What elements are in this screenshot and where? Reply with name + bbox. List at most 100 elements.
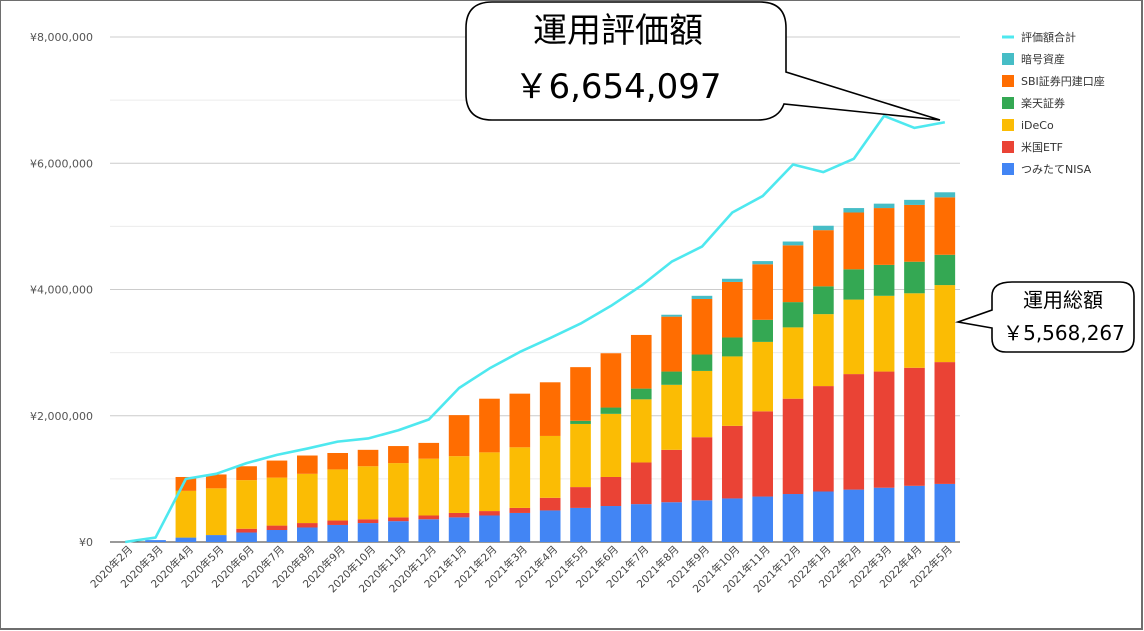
bar-segment — [904, 485, 925, 542]
bar-segment — [357, 466, 379, 520]
bar-segment — [600, 476, 622, 507]
bar-segment — [509, 512, 531, 542]
bar-segment — [722, 337, 743, 357]
legend-label: つみたてNISA — [1021, 163, 1092, 176]
bar-segment — [752, 341, 773, 412]
bar-segment — [630, 504, 652, 542]
legend-item: SBI証券円建口座 — [1002, 74, 1105, 88]
bar-segment — [661, 449, 682, 503]
legend-swatch — [1002, 75, 1014, 87]
bar-segment — [388, 446, 409, 464]
bar-segment — [418, 519, 440, 542]
bar-segment — [388, 517, 409, 522]
bar-segment — [327, 524, 348, 542]
bar-segment — [934, 192, 956, 198]
legend-swatch — [1002, 163, 1014, 175]
bar-segment — [691, 354, 713, 371]
bar-segment — [570, 420, 591, 424]
legend-swatch — [1002, 53, 1014, 65]
legend-label: 米国ETF — [1021, 141, 1063, 154]
bar-segment — [479, 515, 500, 542]
bar-segment — [873, 371, 895, 488]
bar-segment — [904, 293, 925, 368]
bar-segment — [539, 510, 561, 542]
bar-segment — [752, 496, 773, 542]
bar-segment — [843, 374, 865, 490]
bar-segment — [934, 362, 956, 484]
bar-segment — [722, 281, 743, 338]
bar-segment — [600, 506, 622, 542]
bar-segment — [327, 469, 348, 521]
bar-segment — [752, 261, 773, 265]
bar-segment — [509, 393, 531, 448]
bar-segment — [357, 449, 379, 467]
bar-segment — [630, 462, 652, 505]
bar-segment — [297, 527, 318, 542]
bar-segment — [236, 466, 257, 481]
valuation-callout: 運用評価額 ￥6,654,097 — [465, 1, 941, 121]
bar-segment — [236, 528, 257, 533]
legend-label: 暗号資産 — [1021, 52, 1065, 66]
y-axis-ticks: ¥0 ¥2,000,000 ¥4,000,000 ¥6,000,000 ¥8,000,0… — [30, 31, 93, 549]
bar-segment — [691, 500, 713, 542]
bar-segment — [297, 523, 318, 528]
bar-segment — [691, 437, 713, 501]
legend-swatch — [1002, 119, 1014, 131]
bar-segment — [539, 497, 561, 511]
bar-segment — [813, 286, 834, 315]
valuation-callout-value: ￥6,654,097 — [514, 67, 721, 107]
bar-segment — [752, 411, 773, 497]
bar-segment — [327, 452, 348, 470]
bar-segment — [934, 197, 956, 255]
bar-segment — [600, 407, 622, 414]
bar-segment — [388, 463, 409, 518]
bar-segment — [661, 371, 682, 385]
bar-segment — [266, 530, 288, 542]
legend-swatch — [1002, 97, 1014, 109]
bar-segment — [813, 386, 834, 492]
bar-segment — [782, 302, 804, 328]
y-tick-label: ¥4,000,000 — [30, 284, 93, 297]
bar-segment — [145, 540, 166, 542]
bar-segment — [448, 512, 470, 518]
bar-segment — [570, 423, 591, 488]
y-tick-label: ¥0 — [79, 536, 93, 549]
bar-segment — [448, 517, 470, 542]
bar-segment — [570, 367, 591, 421]
bar-segment — [722, 356, 743, 426]
bar-segment — [661, 384, 682, 450]
bar-segment — [418, 515, 440, 520]
bar-segment — [722, 425, 743, 499]
bar-segment — [904, 261, 925, 294]
bar-segment — [266, 477, 288, 526]
total-line — [124, 114, 946, 544]
bar-segment — [448, 415, 470, 457]
bar-segment — [357, 523, 379, 542]
legend-item: 楽天証券 — [1002, 96, 1065, 110]
bar-segment — [539, 382, 561, 436]
bar-segment — [782, 398, 804, 495]
bar-segment — [813, 225, 834, 231]
bar-segment — [904, 199, 925, 205]
bar-segment — [873, 487, 895, 542]
legend-item: 米国ETF — [1002, 141, 1063, 154]
bar-segment — [205, 488, 227, 536]
legend-label: 楽天証券 — [1021, 96, 1065, 110]
bar-segment — [722, 498, 743, 542]
bar-segment — [448, 456, 470, 513]
legend-label: 評価額合計 — [1021, 30, 1076, 44]
bar-segment — [570, 507, 591, 542]
bar-segment — [934, 285, 956, 363]
bar-segment — [782, 327, 804, 399]
bar-segment — [843, 212, 865, 270]
bar-segment — [630, 399, 652, 463]
legend-item: iDeCo — [1002, 119, 1054, 132]
bar-segment — [873, 203, 895, 209]
bar-segment — [266, 525, 288, 531]
total-callout-bubble — [954, 281, 1135, 353]
bar-segment — [205, 474, 227, 489]
bar-segment — [691, 298, 713, 355]
legend-label: SBI証券円建口座 — [1021, 74, 1105, 88]
